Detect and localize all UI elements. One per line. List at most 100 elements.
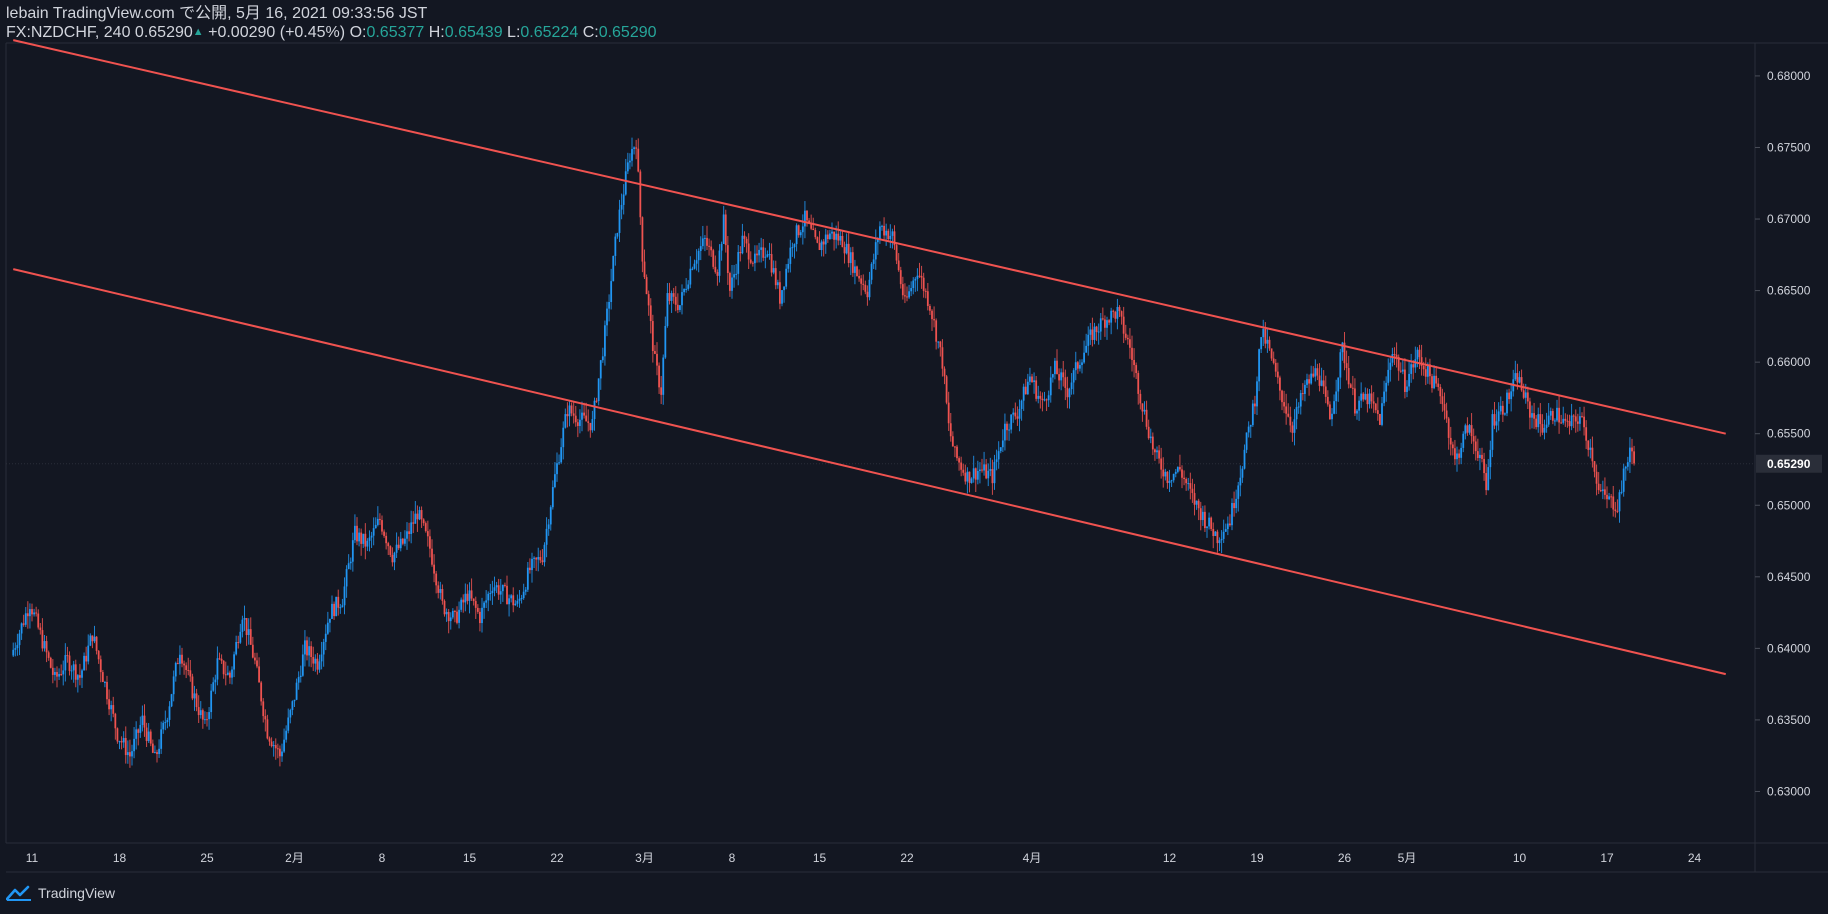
candle-down — [479, 611, 481, 624]
candle-up — [791, 247, 794, 249]
price-tick-label: 0.66000 — [1767, 355, 1811, 369]
candle-up — [976, 471, 979, 480]
candle-up — [754, 253, 756, 264]
candle-up — [1251, 403, 1254, 426]
candle-down — [1135, 365, 1138, 374]
candle-up — [1389, 362, 1392, 370]
candle-up — [989, 469, 992, 471]
candle-down — [497, 585, 500, 595]
candle-down — [1595, 471, 1598, 484]
candle-down — [958, 458, 960, 463]
candle-down — [899, 270, 902, 285]
candle-up — [885, 230, 888, 236]
candle-up — [343, 586, 346, 606]
candle-up — [735, 273, 738, 275]
candle-up — [731, 277, 733, 291]
candle-up — [166, 719, 169, 723]
candle-down — [1501, 405, 1504, 415]
candle-down — [1533, 413, 1535, 419]
candle-down — [237, 642, 240, 644]
candle-down — [710, 246, 713, 251]
candle-down — [1574, 416, 1577, 422]
candle-down — [474, 601, 477, 608]
candle-down — [1591, 447, 1594, 462]
candle-down — [383, 531, 385, 536]
candle-up — [324, 633, 327, 642]
candle-up — [789, 247, 792, 264]
candle-up — [1187, 483, 1190, 485]
candle-down — [716, 272, 719, 276]
candle-down — [1454, 448, 1456, 460]
candle-down — [1254, 403, 1256, 407]
candle-down — [1291, 425, 1294, 433]
candle-up — [1195, 500, 1198, 505]
candle-down — [56, 672, 58, 677]
candle-down — [397, 544, 400, 549]
candle-up — [1497, 411, 1500, 422]
candle-down — [812, 228, 815, 231]
candle-up — [481, 607, 483, 624]
candle-up — [439, 589, 442, 593]
candle-down — [635, 147, 638, 149]
candle-down — [1270, 348, 1273, 359]
candle-up — [547, 524, 550, 529]
candle-up — [737, 252, 740, 274]
candle-up — [608, 301, 610, 309]
candle-down — [1583, 416, 1585, 428]
candle-down — [712, 250, 715, 267]
candle-down — [1274, 362, 1277, 372]
candle-up — [997, 451, 1000, 460]
candle-down — [643, 261, 646, 278]
candle-up — [1304, 384, 1306, 394]
candle-up — [399, 538, 402, 549]
candle-down — [258, 666, 260, 683]
time-tick-label: 4月 — [1023, 851, 1042, 865]
high-label: H: — [428, 24, 445, 41]
candle-down — [745, 238, 748, 244]
candle-down — [389, 546, 392, 555]
candle-up — [1554, 420, 1556, 422]
candle-up — [366, 540, 369, 547]
symbol-label[interactable]: FX:NZDCHF, 240 — [6, 24, 131, 41]
candle-up — [1218, 540, 1221, 544]
candle-up — [133, 738, 135, 752]
candle-down — [1458, 453, 1460, 458]
candle-down — [1281, 390, 1283, 403]
channel-lower-line — [13, 268, 1726, 676]
candle-up — [983, 464, 985, 471]
candle-down — [1056, 360, 1058, 375]
candle-up — [558, 462, 560, 464]
candle-up — [1231, 503, 1233, 526]
candle-up — [339, 607, 342, 609]
candle-up — [81, 670, 83, 678]
candle-down — [941, 347, 944, 369]
candle-down — [1412, 364, 1415, 368]
candle-down — [391, 554, 394, 563]
candle-down — [279, 748, 281, 757]
candle-up — [1047, 395, 1050, 401]
candle-down — [895, 245, 898, 261]
last-price-label: 0.65290 — [1767, 457, 1811, 471]
candle-down — [1112, 310, 1115, 312]
candle-up — [285, 730, 288, 740]
candle-down — [856, 266, 858, 276]
candle-down — [1329, 404, 1331, 420]
candle-down — [926, 291, 929, 306]
low-label: L: — [507, 24, 521, 41]
candle-up — [289, 710, 292, 718]
candle-down — [1376, 410, 1379, 414]
candle-down — [1166, 471, 1169, 484]
candle-down — [647, 294, 650, 306]
candle-down — [1420, 357, 1423, 367]
candle-down — [1137, 373, 1140, 394]
candle-down — [66, 655, 69, 657]
candle-down — [1233, 503, 1235, 509]
candle-up — [581, 412, 583, 420]
candle-up — [1149, 436, 1152, 439]
time-tick-label: 18 — [113, 851, 127, 865]
candle-down — [774, 268, 777, 286]
candle-down — [1424, 369, 1427, 377]
candle-up — [1408, 373, 1410, 387]
